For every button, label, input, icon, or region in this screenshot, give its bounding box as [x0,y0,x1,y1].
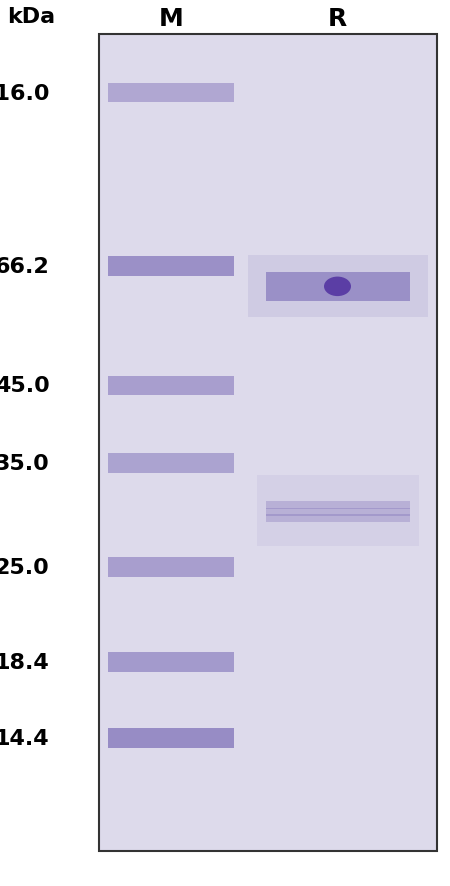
FancyBboxPatch shape [108,377,234,396]
Text: kDa: kDa [8,6,55,27]
Text: 116.0: 116.0 [0,83,50,104]
FancyBboxPatch shape [256,476,419,547]
Text: 18.4: 18.4 [0,652,50,672]
FancyBboxPatch shape [108,84,234,104]
FancyBboxPatch shape [266,501,410,509]
FancyBboxPatch shape [266,515,410,523]
FancyBboxPatch shape [108,454,234,473]
FancyBboxPatch shape [99,35,436,851]
Text: 25.0: 25.0 [0,557,50,578]
Text: R: R [328,7,347,31]
FancyBboxPatch shape [108,728,234,748]
FancyBboxPatch shape [266,508,410,517]
FancyBboxPatch shape [108,652,234,672]
FancyBboxPatch shape [108,558,234,578]
Ellipse shape [324,277,351,297]
Text: 14.4: 14.4 [0,728,50,748]
FancyBboxPatch shape [248,256,428,318]
FancyBboxPatch shape [108,257,234,276]
FancyBboxPatch shape [266,272,410,302]
Text: M: M [158,7,184,31]
Text: 35.0: 35.0 [0,454,50,474]
Text: 45.0: 45.0 [0,376,50,396]
Text: 66.2: 66.2 [0,257,50,276]
